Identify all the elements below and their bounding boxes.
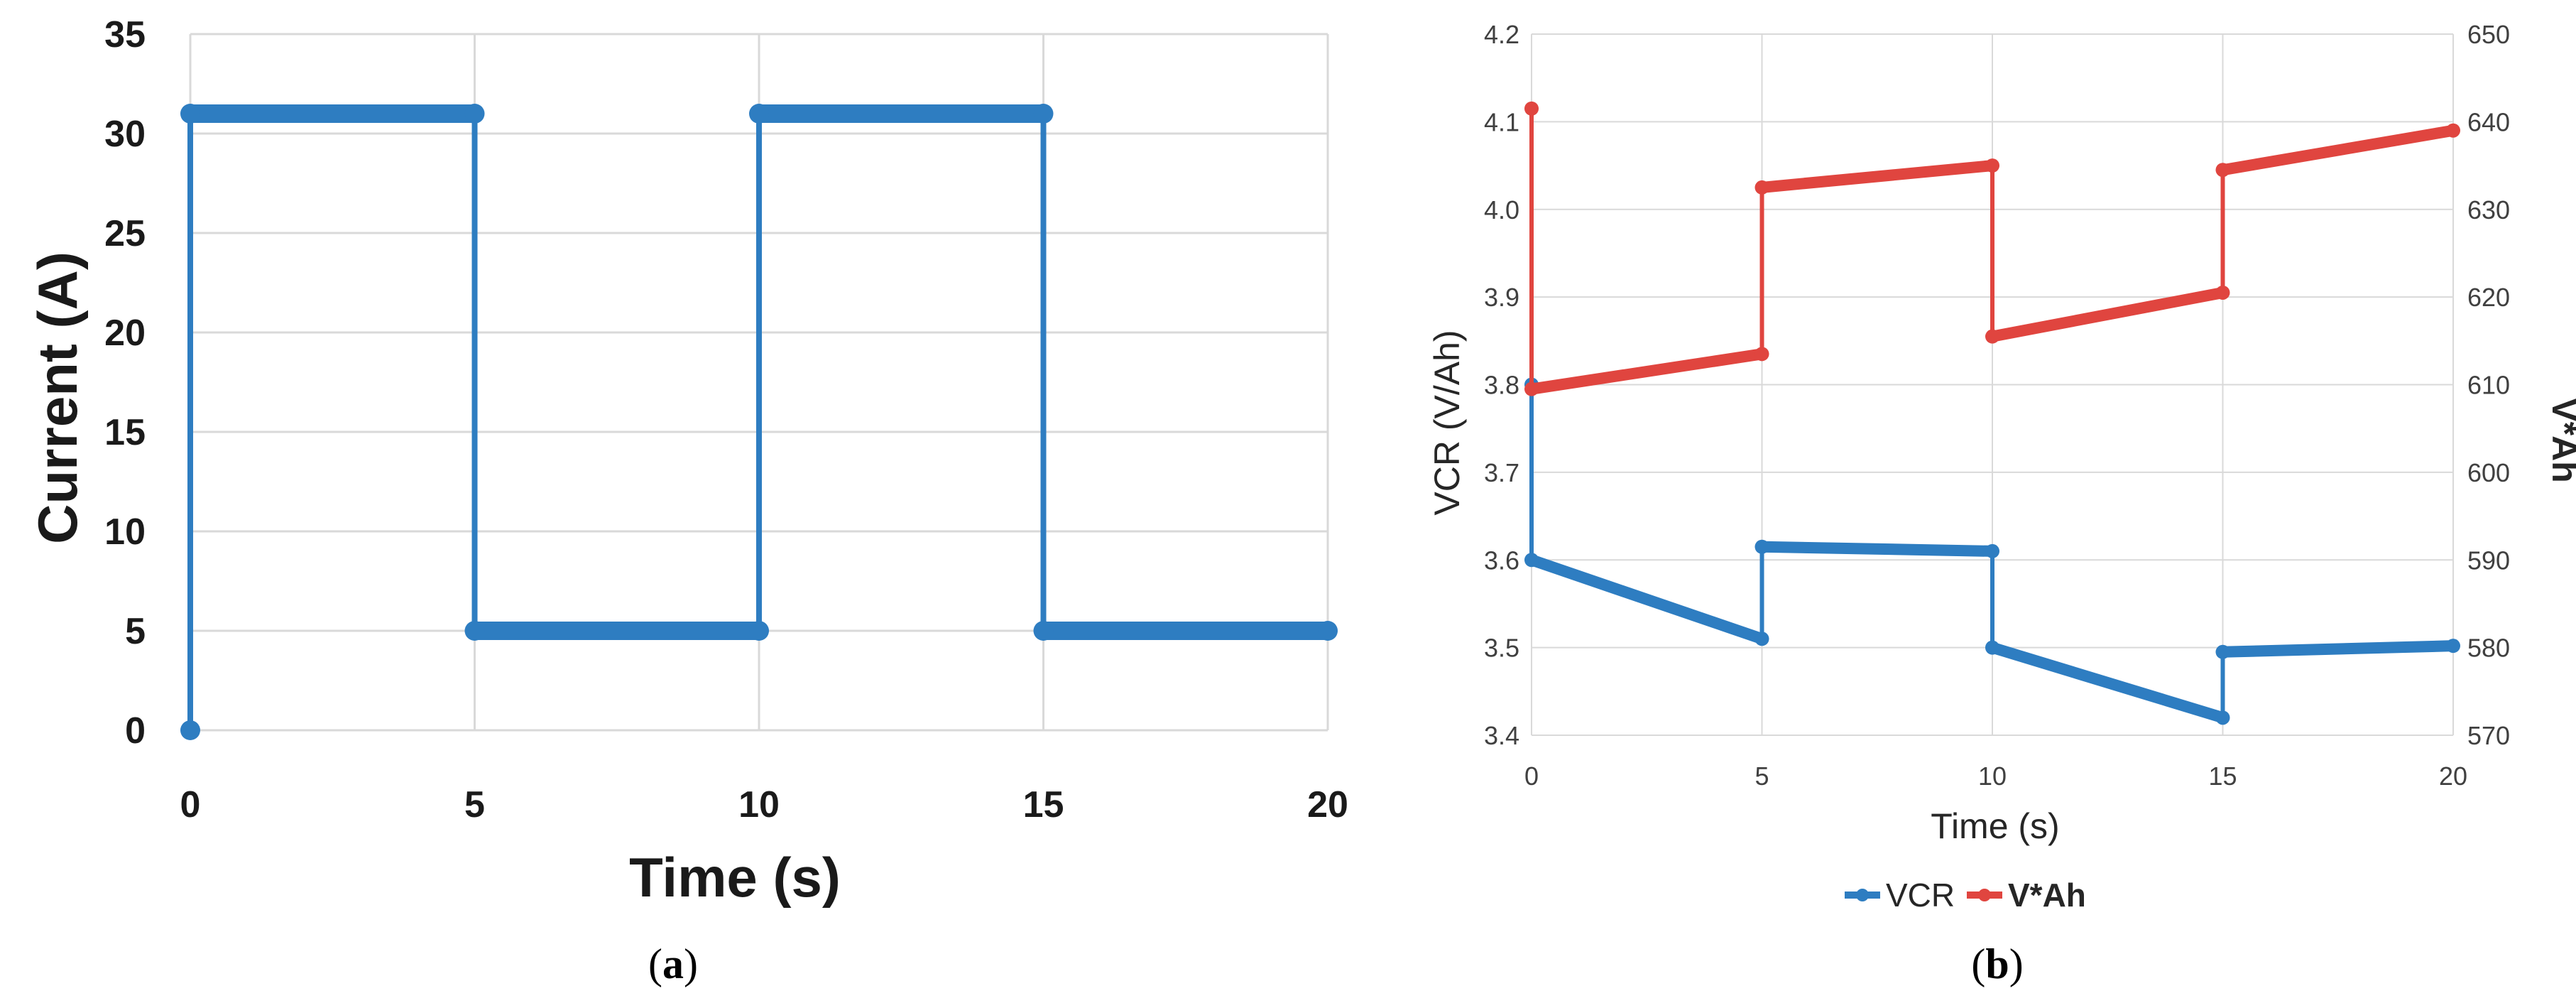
- chart-a-point: [1033, 104, 1054, 124]
- chart-b-vcr-point: [1524, 553, 1539, 568]
- chart-a-point: [464, 104, 485, 124]
- chart-b-y2-tick-label: 590: [2467, 546, 2510, 575]
- chart-b-y-tick-label: 4.0: [1484, 195, 1519, 224]
- chart-a-y-tick-label: 20: [104, 313, 146, 354]
- chart-a-caption: (a): [648, 941, 698, 987]
- chart-b-y2-ticks: 570 580 590 600 610 620 630 640 650: [2467, 20, 2510, 750]
- chart-a-x-tick-label: 5: [464, 784, 485, 825]
- chart-b-vah-point: [1754, 347, 1769, 362]
- chart-a-x-tick-label: 20: [1307, 784, 1348, 825]
- chart-b-x-tick-label: 0: [1524, 762, 1539, 791]
- chart-a-point: [749, 104, 769, 124]
- chart-b-y2-tick-label: 630: [2467, 195, 2510, 224]
- chart-b-y-tick-label: 3.9: [1484, 283, 1519, 312]
- chart-b-vcr-point: [2446, 639, 2460, 654]
- chart-b-vah-point: [2215, 285, 2230, 300]
- chart-b-vah-segment: [2217, 124, 2459, 176]
- chart-b-x-tick-label: 15: [2208, 762, 2237, 791]
- chart-a-x-tick-label: 15: [1023, 784, 1064, 825]
- chart-b-y-tick-label: 4.2: [1484, 20, 1519, 49]
- chart-b-y2-axis-title: V*Ah: [2545, 398, 2576, 482]
- chart-b-y2-tick-label: 570: [2467, 721, 2510, 750]
- chart-a-point: [1318, 621, 1338, 641]
- chart-a-y-ticks: 0 5 10 15 20 25 30 35: [104, 14, 146, 752]
- chart-b-vah-point: [1524, 101, 1539, 116]
- chart-b-vah-point: [2215, 163, 2230, 178]
- chart-a-y-tick-label: 0: [125, 710, 146, 752]
- chart-b-vcr-point: [1754, 539, 1769, 554]
- chart-b-y-tick-label: 3.8: [1484, 371, 1519, 400]
- chart-b: 0 5 10 15 20 3.4 3.5 3.6 3.7 3.8 3.9 4.0 4.1 4.2 570…: [1427, 20, 2576, 987]
- chart-a: 0 5 10 15 20 0 5 10 15 20 25 30 35 Time (s) Current…: [26, 14, 1348, 987]
- chart-b-y2-tick-label: 610: [2467, 371, 2510, 400]
- chart-b-y-axis-title: VCR (V/Ah): [1427, 330, 1467, 515]
- chart-b-vah-point: [1985, 158, 1999, 173]
- chart-a-point: [180, 104, 200, 124]
- legend-vah-marker: [1978, 889, 1991, 901]
- chart-b-vcr-point: [2215, 710, 2230, 725]
- chart-a-y-tick-label: 5: [125, 611, 146, 652]
- chart-a-point: [464, 621, 485, 641]
- chart-b-y-tick-label: 3.7: [1484, 458, 1519, 487]
- chart-b-vcr-segment: [1756, 541, 1998, 557]
- chart-b-y-tick-label: 3.5: [1484, 634, 1519, 663]
- chart-a-y-tick-label: 15: [104, 412, 146, 453]
- chart-b-y2-tick-label: 650: [2467, 20, 2510, 49]
- chart-a-x-tick-label: 10: [738, 784, 780, 825]
- chart-a-y-axis-title: Current (A): [26, 251, 89, 544]
- chart-a-caption-letter: a: [662, 941, 684, 987]
- chart-b-y2-tick-label: 580: [2467, 634, 2510, 663]
- chart-a-y-tick-label: 10: [104, 511, 146, 553]
- chart-b-y-tick-label: 3.4: [1484, 721, 1519, 750]
- chart-b-vah-segment: [1987, 286, 2229, 342]
- chart-b-caption-letter: b: [1985, 941, 2009, 987]
- chart-b-y-tick-label: 3.6: [1484, 546, 1519, 575]
- chart-a-x-tick-label: 0: [180, 784, 201, 825]
- legend-vcr-marker: [1856, 889, 1869, 901]
- legend-vah-label: V*Ah: [2008, 877, 2086, 914]
- chart-b-vcr-point: [1754, 632, 1769, 646]
- chart-b-x-tick-label: 20: [2439, 762, 2467, 791]
- chart-b-vcr-point: [2215, 644, 2230, 659]
- chart-b-vah-point: [1754, 180, 1769, 195]
- chart-b-vah-point: [1985, 329, 1999, 344]
- chart-b-vcr-segment: [1987, 641, 2229, 724]
- chart-b-vah-point: [2446, 123, 2460, 138]
- chart-a-y-tick-label: 25: [104, 213, 146, 254]
- chart-b-series: [1524, 101, 2460, 725]
- chart-b-x-tick-label: 10: [1978, 762, 2007, 791]
- chart-b-y2-tick-label: 620: [2467, 283, 2510, 312]
- chart-a-x-axis-title: Time (s): [629, 846, 841, 909]
- chart-a-point: [749, 621, 769, 641]
- chart-a-point: [180, 720, 200, 740]
- chart-a-y-tick-label: 30: [104, 114, 146, 155]
- chart-b-vah-point: [1524, 381, 1539, 396]
- chart-b-x-tick-label: 5: [1754, 762, 1769, 791]
- legend-vcr-label: VCR: [1886, 877, 1955, 914]
- chart-b-x-ticks: 0 5 10 15 20: [1524, 762, 2467, 791]
- chart-b-vah-segment: [1756, 160, 1998, 193]
- chart-b-x-axis-title: Time (s): [1931, 806, 2059, 846]
- chart-a-point: [1033, 621, 1054, 641]
- chart-b-vcr-segment: [2217, 640, 2459, 658]
- chart-b-vcr-point: [1985, 640, 1999, 655]
- chart-b-caption: (b): [1971, 941, 2023, 987]
- chart-b-y-tick-label: 4.1: [1484, 107, 1519, 136]
- chart-a-y-tick-label: 35: [104, 14, 146, 55]
- chart-b-vcr-segment: [1526, 554, 1768, 645]
- chart-b-y2-tick-label: 600: [2467, 458, 2510, 487]
- chart-b-y2-tick-label: 640: [2467, 107, 2510, 136]
- chart-b-legend: VCR V*Ah: [1845, 877, 2086, 914]
- chart-b-y-ticks: 3.4 3.5 3.6 3.7 3.8 3.9 4.0 4.1 4.2: [1484, 20, 1519, 750]
- chart-b-vah-segment: [1526, 348, 1768, 395]
- chart-a-x-ticks: 0 5 10 15 20: [180, 784, 1348, 825]
- chart-a-series: [180, 104, 1338, 740]
- chart-b-vcr-point: [1985, 543, 1999, 558]
